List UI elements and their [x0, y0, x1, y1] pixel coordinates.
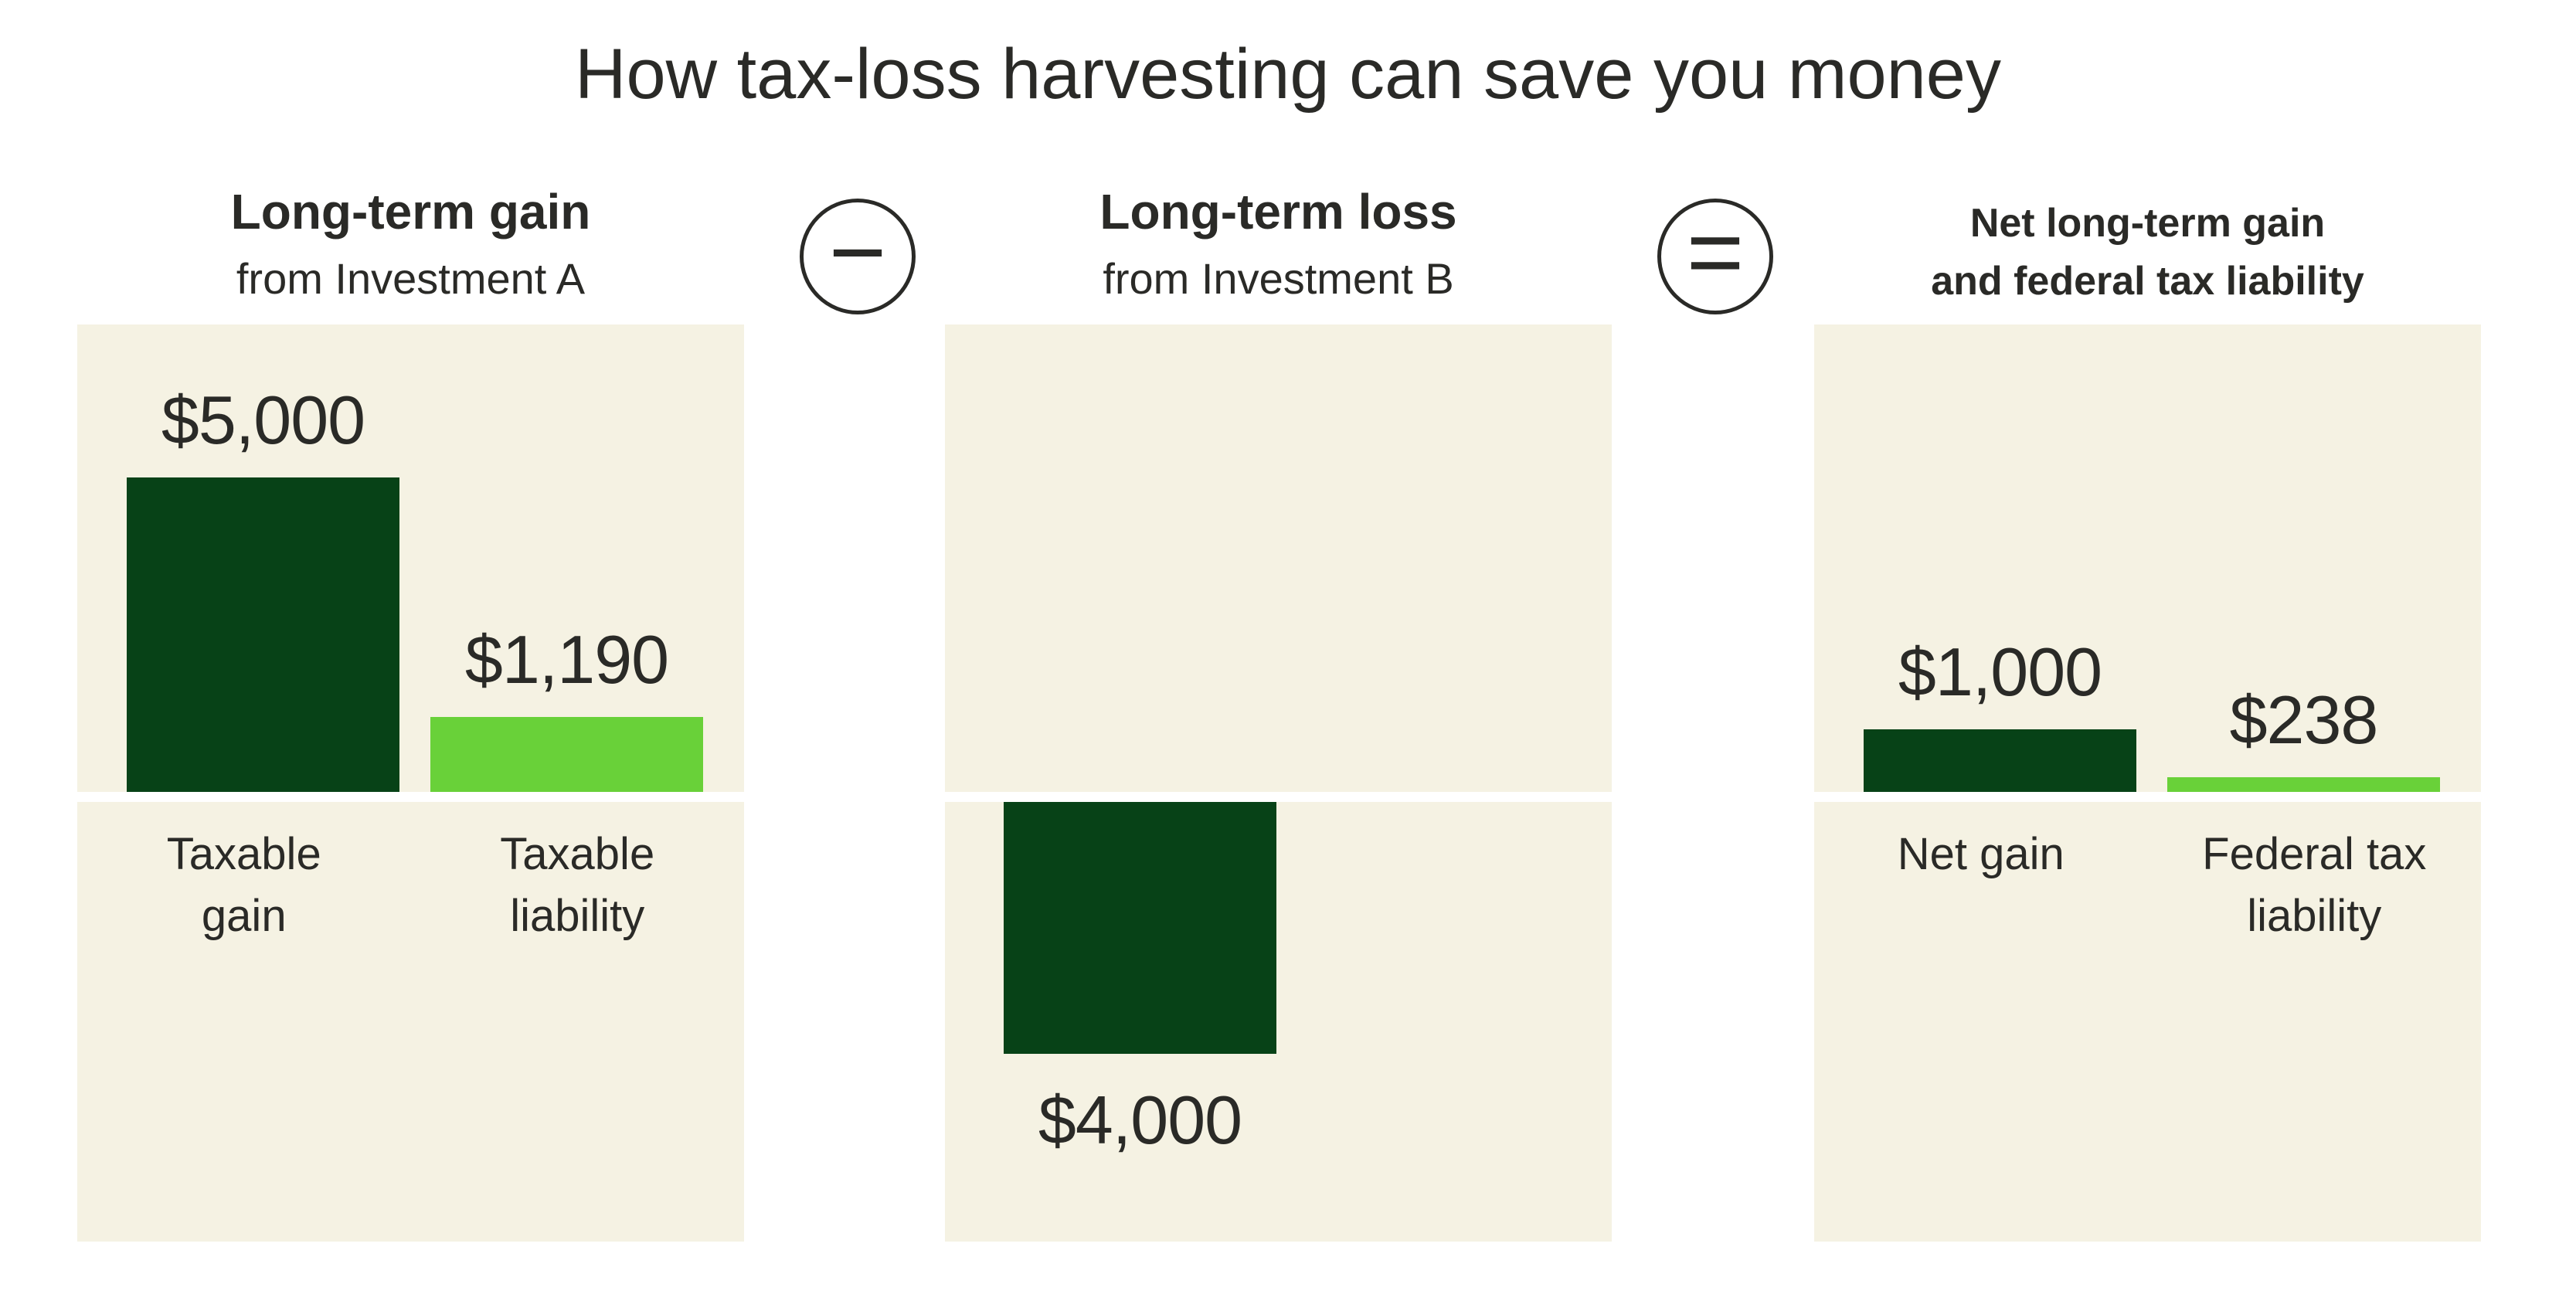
taxable-liability-value: $1,190 — [464, 621, 669, 698]
baseline-divider — [945, 792, 1612, 802]
taxable-gain-bar-group: $5,000 — [127, 386, 399, 792]
taxable-liability-bar-group: $1,190 — [430, 626, 703, 792]
equals-icon: = — [1657, 199, 1773, 314]
panel-long-term-loss: $4,000 — [945, 324, 1612, 1242]
baseline-divider — [77, 792, 744, 802]
page-title: How tax-loss harvesting can save you mon… — [575, 35, 2001, 114]
equals-glyph: = — [1686, 197, 1745, 307]
net-gain-bar — [1864, 729, 2136, 792]
panel-long-term-gain: $5,000 $1,190 Taxable gain Taxable liabi… — [77, 324, 744, 1242]
taxable-liability-bar — [430, 717, 703, 792]
panel-long-term-gain-label-area: Taxable gain Taxable liability — [77, 802, 744, 1242]
header-net-gain-title: Net long-term gain and federal tax liabi… — [1931, 201, 2364, 304]
panel-net-gain: $1,000 $238 Net gain Federal tax liabili… — [1814, 324, 2481, 1242]
header-long-term-gain: Long-term gain from Investment A — [77, 184, 744, 302]
federal-tax-liability-value: $238 — [2229, 681, 2379, 758]
federal-tax-liability-bar — [2167, 777, 2440, 792]
net-gain-bar-group: $1,000 — [1864, 638, 2136, 792]
baseline-divider — [1814, 792, 2481, 802]
header-long-term-gain-title: Long-term gain — [230, 184, 591, 240]
header-long-term-gain-subtitle: from Investment A — [236, 253, 586, 303]
long-term-loss-bar-group: $4,000 — [1004, 802, 1276, 1154]
panel-long-term-loss-plot-area — [945, 324, 1612, 792]
federal-tax-liability-bar-group: $238 — [2167, 686, 2440, 792]
long-term-loss-value: $4,000 — [1038, 1082, 1242, 1158]
panel-long-term-loss-label-area: $4,000 — [945, 802, 1612, 1242]
header-net-gain: Net long-term gain and federal tax liabi… — [1814, 195, 2481, 311]
header-long-term-loss-title: Long-term loss — [1099, 184, 1457, 240]
net-gain-value: $1,000 — [1898, 634, 2102, 710]
panel-net-gain-label-area: Net gain Federal tax liability — [1814, 802, 2481, 1242]
panel-net-gain-plot-area: $1,000 $238 — [1814, 324, 2481, 792]
net-gain-label: Net gain — [1897, 829, 2065, 879]
taxable-gain-bar — [127, 477, 399, 792]
minus-icon: − — [800, 199, 916, 314]
minus-glyph: − — [828, 197, 887, 307]
panel-long-term-gain-plot-area: $5,000 $1,190 — [77, 324, 744, 792]
long-term-loss-bar — [1004, 802, 1276, 1054]
taxable-liability-label: Taxable liability — [500, 829, 655, 942]
header-long-term-loss-subtitle: from Investment B — [1103, 253, 1454, 303]
taxable-gain-value: $5,000 — [161, 382, 365, 458]
taxable-gain-label: Taxable gain — [166, 829, 321, 942]
federal-tax-liability-label: Federal tax liability — [2202, 829, 2427, 942]
header-long-term-loss: Long-term loss from Investment B — [945, 184, 1612, 302]
